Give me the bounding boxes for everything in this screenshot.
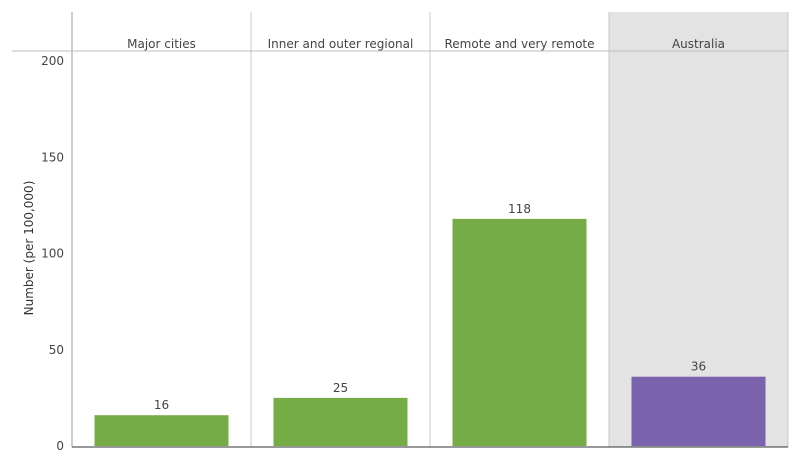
bar-major-cities <box>94 415 229 446</box>
panel-backgrounds <box>609 12 788 447</box>
value-label-australia: 36 <box>691 360 706 374</box>
value-label-major-cities: 16 <box>154 398 169 412</box>
category-label-major-cities: Major cities <box>127 37 196 51</box>
y-tick-label: 200 <box>41 54 64 68</box>
value-label-remote-and-very-remote: 118 <box>508 202 531 216</box>
y-tick-label: 0 <box>56 439 64 453</box>
panel-dividers <box>71 12 789 447</box>
category-label-inner-and-outer-regional: Inner and outer regional <box>268 37 414 51</box>
bar-inner-and-outer-regional <box>273 397 408 446</box>
y-tick-label: 150 <box>41 150 64 164</box>
category-label-remote-and-very-remote: Remote and very remote <box>444 37 594 51</box>
bars <box>94 218 766 446</box>
highlight-panel-australia <box>609 12 788 447</box>
category-labels: Major cities Inner and outer regional Remo… <box>127 37 725 51</box>
bar-australia <box>631 376 766 446</box>
bar-remote-and-very-remote <box>452 218 587 446</box>
y-axis-ticks: 0 50 100 150 200 <box>41 54 64 453</box>
y-tick-label: 100 <box>41 247 64 261</box>
y-tick-label: 50 <box>49 343 64 357</box>
value-labels: 16 25 118 36 <box>154 202 706 412</box>
y-axis-label: Number (per 100,000) <box>22 181 36 316</box>
value-label-inner-and-outer-regional: 25 <box>333 381 348 395</box>
category-label-australia: Australia <box>672 37 725 51</box>
